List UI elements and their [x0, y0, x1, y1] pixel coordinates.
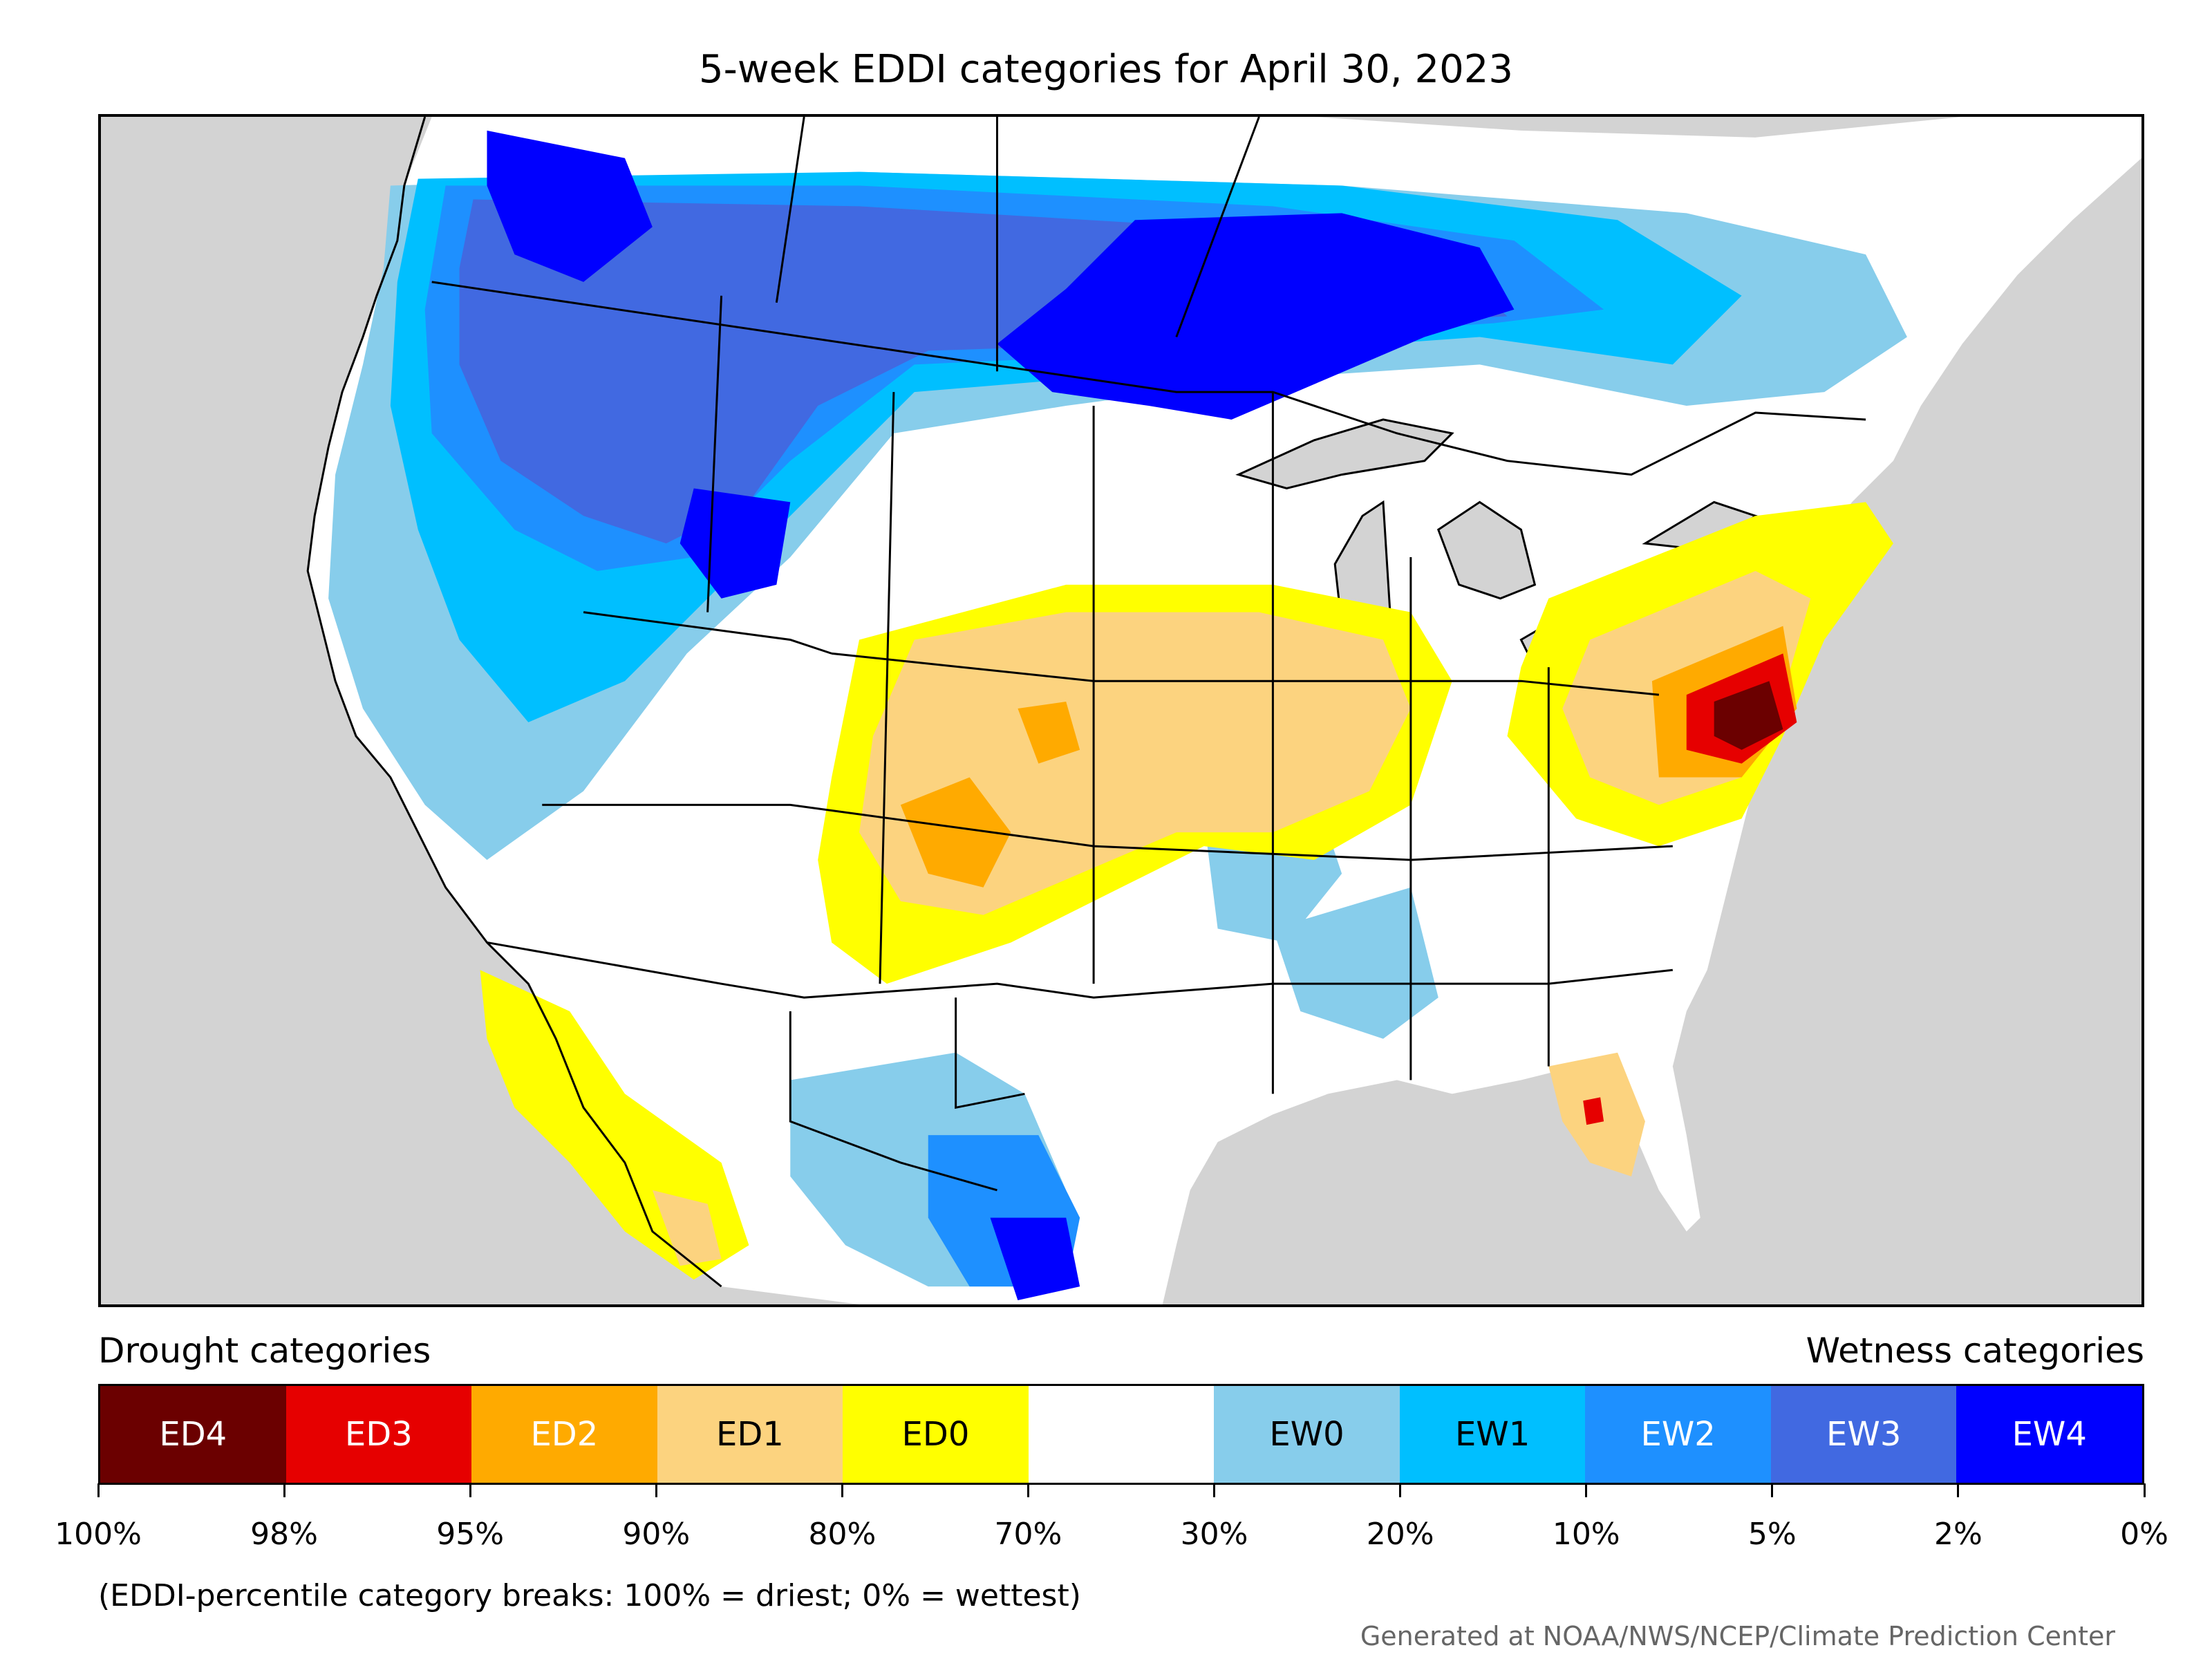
legend-segment-ed0: ED0 — [843, 1386, 1029, 1483]
dry-region-baja-ed1 — [652, 1190, 722, 1266]
tick-label: 100% — [55, 1517, 142, 1552]
legend-segment-normal — [1028, 1386, 1215, 1483]
tick-mark — [283, 1483, 285, 1497]
legend-segment-ew2: EW2 — [1585, 1386, 1771, 1483]
tick-mark — [97, 1483, 100, 1497]
tick-label: 5% — [1747, 1517, 1797, 1552]
tick-label: 98% — [250, 1517, 318, 1552]
tick-mark — [1027, 1483, 1029, 1497]
category-note: (EDDI-percentile category breaks: 100% =… — [98, 1578, 1081, 1613]
dry-region-florida-ed3 — [1583, 1097, 1604, 1125]
legend-segment-ed2: ED2 — [471, 1386, 657, 1483]
dry-region-ed2 — [900, 702, 1080, 888]
wetness-caption: Wetness categories — [1806, 1331, 2144, 1371]
page-title: 5-week EDDI categories for April 30, 202… — [698, 47, 1514, 92]
legend-segment-ed4: ED4 — [100, 1386, 286, 1483]
tick-label: 95% — [436, 1517, 505, 1552]
legend-segment-ew4: EW4 — [1956, 1386, 2143, 1483]
tick-mark — [1213, 1483, 1216, 1497]
tick-label: 70% — [994, 1517, 1062, 1552]
tick-label: 80% — [808, 1517, 877, 1552]
colorbar: ED4 ED3 ED2 ED1 ED0 EW0 EW1 EW2 EW3 EW4 — [98, 1384, 2144, 1485]
tick-label: 0% — [2120, 1517, 2168, 1552]
tick-label: 20% — [1366, 1517, 1434, 1552]
tick-label: 30% — [1180, 1517, 1248, 1552]
legend-segment-ed1: ED1 — [657, 1386, 843, 1483]
tick-mark — [841, 1483, 843, 1497]
tick-label: 90% — [622, 1517, 691, 1552]
dry-region-east-ed4 — [1714, 681, 1783, 750]
state-boundaries — [306, 117, 1866, 1288]
tick-mark — [1957, 1483, 1960, 1497]
tick-mark — [2143, 1483, 2146, 1497]
wet-region-texas-ew4 — [990, 1217, 1080, 1301]
tick-label: 10% — [1552, 1517, 1620, 1552]
legend-segment-ew1: EW1 — [1399, 1386, 1586, 1483]
map-graphic — [306, 117, 2141, 1304]
tick-mark — [1399, 1483, 1402, 1497]
eddi-map — [98, 114, 2144, 1307]
legend-segment-ew0: EW0 — [1214, 1386, 1400, 1483]
wet-region-ew4 — [487, 130, 1515, 599]
tick-mark — [1585, 1483, 1588, 1497]
tick-label: 2% — [1934, 1517, 1983, 1552]
legend-segment-ew3: EW3 — [1770, 1386, 1957, 1483]
tick-mark — [469, 1483, 471, 1497]
credit-line: Generated at NOAA/NWS/NCEP/Climate Predi… — [1360, 1621, 2115, 1651]
tick-mark — [655, 1483, 657, 1497]
legend-segment-ed3: ED3 — [285, 1386, 472, 1483]
tick-mark — [1771, 1483, 1774, 1497]
drought-caption: Drought categories — [98, 1331, 431, 1371]
